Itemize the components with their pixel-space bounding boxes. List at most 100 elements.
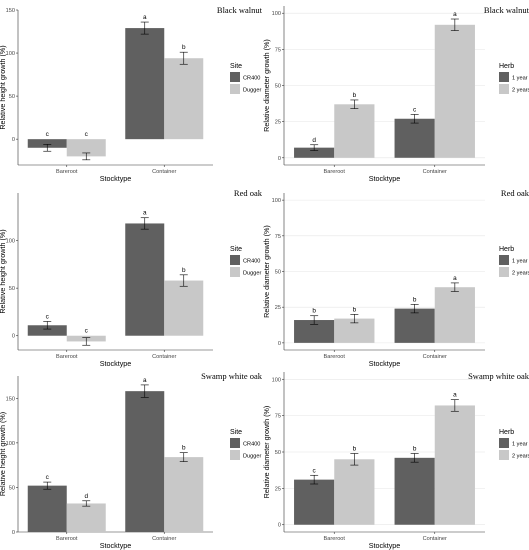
bar [66,139,106,157]
y-tick-label: 75 [275,414,281,420]
legend-label: CR400 [243,442,260,448]
y-tick-label: 100 [6,239,15,245]
panel-title: Red oak [501,188,529,198]
x-axis-title: Stocktype [369,541,401,550]
legend-label: 2 years [512,88,529,94]
x-tick-label: Container [423,536,447,542]
y-tick-label: 0 [12,137,15,143]
panel-title: Black walnut [484,5,529,15]
significance-letter: c [85,328,89,335]
legend-title: Site [230,63,242,70]
significance-letter: c [85,131,89,138]
significance-letter: b [413,445,417,452]
y-tick-label: 150 [6,8,15,14]
bar [164,457,204,532]
significance-letter: b [353,92,357,99]
x-tick-label: Container [152,169,176,175]
significance-letter: b [312,308,316,315]
y-tick-label: 50 [275,450,281,456]
legend-label: Dugger [243,454,261,460]
bar [27,485,67,532]
legend-swatch [230,72,240,82]
significance-letter: d [84,493,88,500]
y-tick-label: 25 [275,305,281,311]
y-tick-label: 25 [275,120,281,126]
x-tick-label: Bareroot [324,169,346,175]
legend-title: Herb [499,63,514,70]
x-axis-title: Stocktype [100,174,132,183]
bar [434,24,475,158]
significance-letter: a [143,14,147,21]
bar [294,479,335,525]
y-axis-title: Relative diameter growth (%) [262,406,271,499]
legend-label: 1 year [512,442,528,448]
legend-label: Dugger [243,88,261,94]
bar [434,405,475,525]
significance-letter: c [413,106,417,113]
legend-label: Dugger [243,271,261,277]
legend-swatch [499,438,509,448]
y-tick-label: 25 [275,486,281,492]
y-tick-label: 0 [278,341,281,347]
y-tick-label: 0 [278,156,281,162]
y-tick-label: 75 [275,234,281,240]
significance-letter: a [143,377,147,384]
bar [27,325,67,336]
significance-letter: c [313,467,317,474]
bar [394,308,435,343]
y-tick-label: 50 [275,84,281,90]
significance-letter: b [182,445,186,452]
y-axis-title: Relative height growth (%) [0,412,7,496]
x-tick-label: Container [423,169,447,175]
x-tick-label: Bareroot [324,354,346,360]
significance-letter: c [46,474,50,481]
bar [334,459,375,525]
significance-letter: b [182,44,186,51]
y-axis-title: Relative diameter growth (%) [262,39,271,132]
chart-panel-4: 0 25 50 75 100 Bareroot b b Container b a Stocktype… [262,188,529,368]
y-tick-label: 100 [272,377,281,383]
legend-label: 2 years [512,271,529,277]
legend-label: CR400 [243,76,260,82]
legend-title: Herb [499,246,514,253]
legend-label: 2 years [512,454,529,460]
x-tick-label: Bareroot [324,536,346,542]
significance-letter: b [353,306,357,313]
y-tick-label: 150 [6,396,15,402]
y-tick-label: 100 [272,11,281,17]
y-axis-title: Relative diameter growth (%) [262,225,271,318]
legend-swatch [499,72,509,82]
panel-title: Red oak [234,188,263,198]
bar [125,391,165,532]
legend-swatch [230,84,240,94]
bar [125,28,165,140]
significance-letter: b [413,296,417,303]
x-tick-label: Container [152,354,176,360]
legend-swatch [499,84,509,94]
y-tick-label: 50 [9,286,15,292]
chart-panel-5: 0 50 100 150 Bareroot c d Container a b Stocktype R… [0,371,263,550]
legend-title: Site [230,429,242,436]
legend-swatch [230,438,240,448]
bar [66,503,106,532]
x-axis-title: Stocktype [369,174,401,183]
legend-swatch [499,450,509,460]
panel-title: Swamp white oak [468,371,529,381]
y-tick-label: 50 [9,94,15,100]
legend-swatch [230,450,240,460]
x-tick-label: Container [423,354,447,360]
bar [164,280,204,336]
significance-letter: a [453,392,457,399]
chart-panel-2: 0 25 50 75 100 Bareroot d b Container c a Stocktype… [262,5,529,183]
x-axis-title: Stocktype [369,359,401,368]
y-tick-label: 0 [12,530,15,536]
bar [394,457,435,525]
legend-swatch [499,255,509,265]
panel-title: Swamp white oak [201,371,263,381]
significance-letter: b [353,445,357,452]
x-axis-title: Stocktype [100,359,132,368]
legend-swatch [230,267,240,277]
y-axis-title: Relative height growth (%) [0,229,7,313]
bar [164,58,204,140]
